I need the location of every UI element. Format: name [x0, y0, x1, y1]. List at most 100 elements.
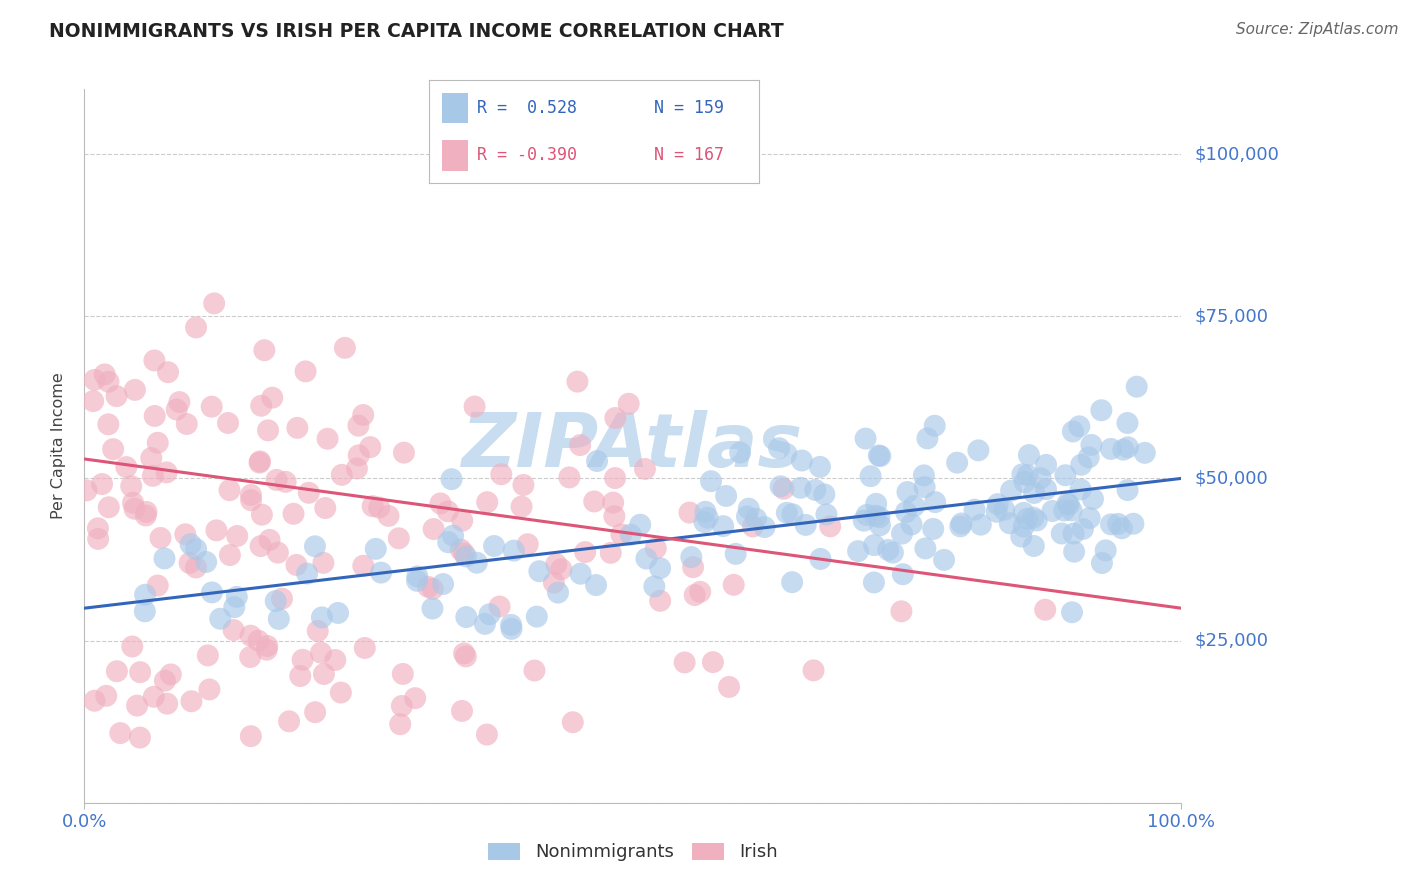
- Point: [648, 561, 671, 575]
- Point: [946, 456, 969, 470]
- Point: [298, 485, 321, 500]
- Point: [815, 508, 838, 522]
- Point: [239, 650, 262, 665]
- Point: [1090, 403, 1112, 417]
- Point: [474, 616, 496, 631]
- Point: [558, 470, 581, 484]
- Point: [852, 514, 875, 528]
- Point: [437, 504, 460, 518]
- Point: [810, 552, 832, 566]
- Point: [1091, 556, 1114, 570]
- Point: [1033, 603, 1056, 617]
- Point: [1014, 475, 1036, 489]
- Point: [891, 526, 914, 541]
- Point: [1035, 458, 1057, 472]
- Point: [120, 479, 142, 493]
- Point: [574, 545, 596, 559]
- Point: [585, 578, 607, 592]
- Text: N = 159: N = 159: [654, 99, 724, 117]
- Point: [543, 575, 565, 590]
- Point: [700, 474, 723, 488]
- Point: [105, 664, 128, 678]
- Point: [1081, 491, 1104, 506]
- Point: [146, 435, 169, 450]
- Point: [180, 537, 202, 551]
- Point: [1012, 519, 1035, 533]
- Point: [682, 560, 704, 574]
- Point: [863, 538, 886, 552]
- Point: [1054, 468, 1077, 483]
- Point: [453, 646, 475, 660]
- Point: [896, 485, 918, 500]
- Point: [110, 726, 132, 740]
- Point: [222, 623, 245, 637]
- Point: [453, 546, 475, 560]
- Point: [217, 416, 239, 430]
- Point: [790, 453, 813, 467]
- Point: [602, 495, 624, 509]
- Point: [451, 514, 474, 528]
- Point: [890, 604, 912, 618]
- Point: [1112, 442, 1135, 457]
- Point: [696, 510, 718, 524]
- Point: [855, 432, 877, 446]
- Point: [465, 556, 488, 570]
- Point: [271, 591, 294, 606]
- Point: [644, 541, 666, 556]
- Point: [406, 574, 429, 588]
- Point: [1050, 526, 1073, 541]
- Point: [464, 400, 486, 414]
- Point: [868, 510, 890, 524]
- Point: [803, 664, 825, 678]
- Point: [239, 729, 262, 743]
- Point: [143, 353, 166, 368]
- Point: [865, 497, 887, 511]
- Text: ZIPAtlas: ZIPAtlas: [463, 409, 803, 483]
- Point: [782, 507, 804, 521]
- Point: [695, 505, 717, 519]
- Point: [97, 500, 120, 515]
- Point: [1053, 503, 1076, 517]
- Point: [1060, 503, 1083, 517]
- Point: [330, 467, 353, 482]
- Point: [1056, 496, 1078, 510]
- Point: [352, 558, 374, 573]
- Point: [970, 517, 993, 532]
- Point: [914, 480, 936, 494]
- Point: [776, 506, 799, 520]
- Point: [882, 546, 904, 560]
- Point: [157, 365, 180, 379]
- Point: [1010, 530, 1032, 544]
- Point: [209, 612, 232, 626]
- Point: [166, 402, 188, 417]
- Point: [135, 508, 157, 523]
- Point: [567, 375, 589, 389]
- Point: [364, 541, 387, 556]
- Point: [1062, 425, 1084, 439]
- Point: [1070, 458, 1092, 472]
- Text: $75,000: $75,000: [1195, 307, 1270, 326]
- Point: [456, 610, 478, 624]
- Point: [267, 546, 290, 560]
- Point: [1017, 468, 1039, 483]
- Point: [82, 394, 104, 409]
- Point: [142, 690, 165, 704]
- Point: [1063, 526, 1085, 541]
- Point: [569, 438, 592, 452]
- Point: [219, 548, 242, 562]
- Point: [1017, 512, 1039, 526]
- Point: [932, 553, 955, 567]
- Point: [702, 655, 724, 669]
- Point: [735, 509, 758, 524]
- Point: [153, 673, 176, 688]
- Point: [724, 547, 747, 561]
- Point: [314, 501, 336, 516]
- Point: [96, 689, 118, 703]
- Point: [347, 448, 370, 462]
- Point: [1069, 419, 1091, 434]
- Point: [583, 494, 606, 508]
- Point: [359, 440, 381, 454]
- Point: [197, 648, 219, 663]
- Point: [501, 622, 523, 636]
- Point: [859, 469, 882, 483]
